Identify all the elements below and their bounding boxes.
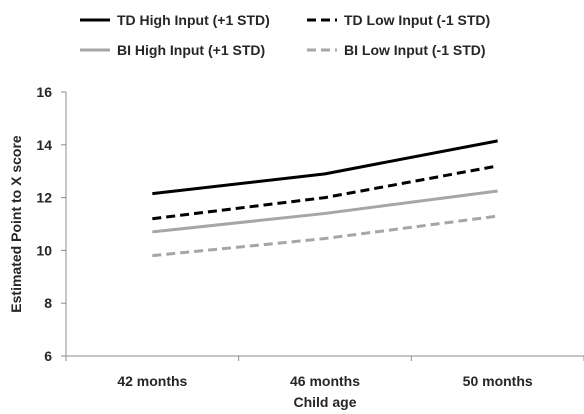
y-tick-label: 6 (44, 348, 52, 364)
x-tick-label: 50 months (463, 373, 533, 389)
legend-label: TD High Input (+1 STD) (117, 12, 270, 28)
y-tick-label: 8 (44, 295, 52, 311)
series-line (152, 214, 498, 258)
y-tick-label: 12 (36, 190, 52, 206)
axes (65, 92, 584, 357)
y-axis-title: Estimated Point to X score (8, 135, 24, 313)
y-tick-label: 10 (36, 242, 52, 258)
legend-label: BI High Input (+1 STD) (117, 42, 265, 58)
legend-label: BI Low Input (-1 STD) (344, 42, 486, 58)
x-ticks: 42 months 46 months 50 months (65, 356, 584, 389)
y-tick-label: 14 (36, 137, 52, 153)
y-tick-label: 16 (36, 84, 52, 100)
series-line (152, 164, 498, 221)
series-line (152, 189, 498, 234)
legend: TD High Input (+1 STD) TD Low Input (-1 S… (80, 12, 490, 58)
x-axis-title: Child age (293, 394, 356, 410)
legend-label: TD Low Input (-1 STD) (344, 12, 490, 28)
y-ticks: 6 8 10 12 14 16 (36, 84, 66, 364)
series-line (152, 139, 498, 196)
series-lines (152, 139, 498, 258)
x-tick-label: 42 months (117, 373, 187, 389)
x-tick-label: 46 months (290, 373, 360, 389)
